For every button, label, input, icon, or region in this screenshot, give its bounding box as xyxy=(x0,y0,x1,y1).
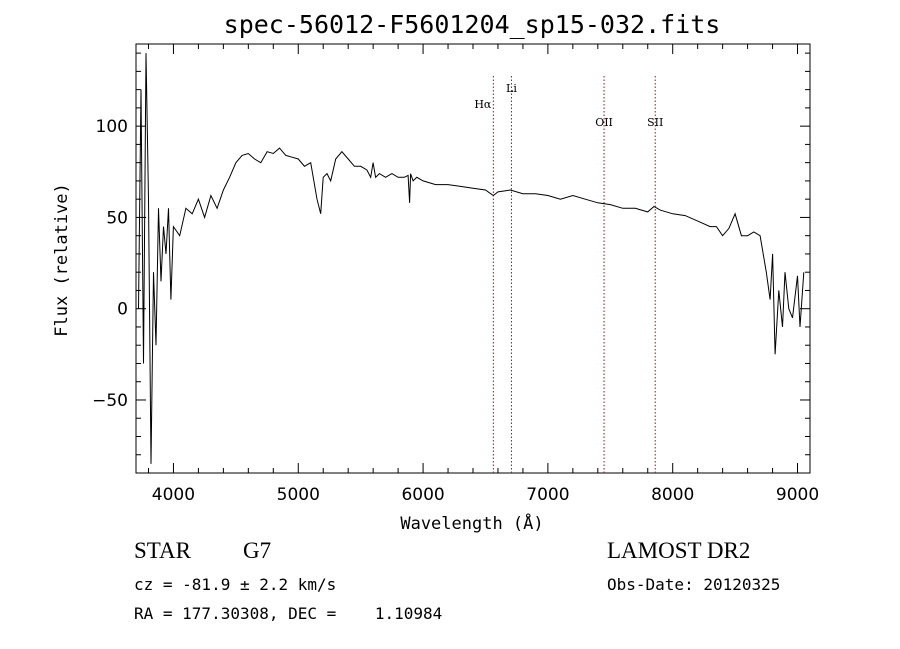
plot-frame xyxy=(135,43,811,474)
cz-value: cz = -81.9 ± 2.2 km/s xyxy=(134,575,337,594)
spectrum-chart: spec-56012-F5601204_sp15-032.fits 4000 50… xyxy=(52,10,819,534)
spectrum-line xyxy=(138,53,805,464)
annotation-label: OII xyxy=(595,116,613,129)
axis-ticks: 4000 5000 6000 7000 8000 9000 −50 0 50 100 xyxy=(92,44,819,505)
ra-dec: RA = 177.30308, DEC = 1.10984 xyxy=(134,604,443,623)
survey-label: LAMOST DR2 xyxy=(607,538,751,563)
x-tick-label: 5000 xyxy=(277,485,320,505)
x-tick-label: 6000 xyxy=(401,485,444,505)
annotation-label: SII xyxy=(647,116,663,129)
chart-title: spec-56012-F5601204_sp15-032.fits xyxy=(224,10,721,39)
x-tick-label: 4000 xyxy=(152,485,195,505)
annotation-label: Hα xyxy=(474,98,492,111)
annotation-label: Li xyxy=(506,82,517,95)
x-axis-label: Wavelength (Å) xyxy=(400,512,543,534)
y-axis-label: Flux (relative) xyxy=(52,183,72,337)
y-tick-label: 0 xyxy=(117,300,128,320)
x-tick-label: 8000 xyxy=(651,485,694,505)
x-tick-label: 9000 xyxy=(776,485,819,505)
y-tick-label: 50 xyxy=(106,208,128,228)
object-subclass: G7 xyxy=(243,538,272,563)
y-tick-label: 100 xyxy=(96,117,128,137)
x-tick-label: 7000 xyxy=(526,485,569,505)
obs-date: Obs-Date: 20120325 xyxy=(607,575,781,594)
line-annotations: Hα Li OII SII xyxy=(474,74,663,473)
object-class: STAR xyxy=(134,538,191,563)
y-tick-label: −50 xyxy=(92,391,128,411)
